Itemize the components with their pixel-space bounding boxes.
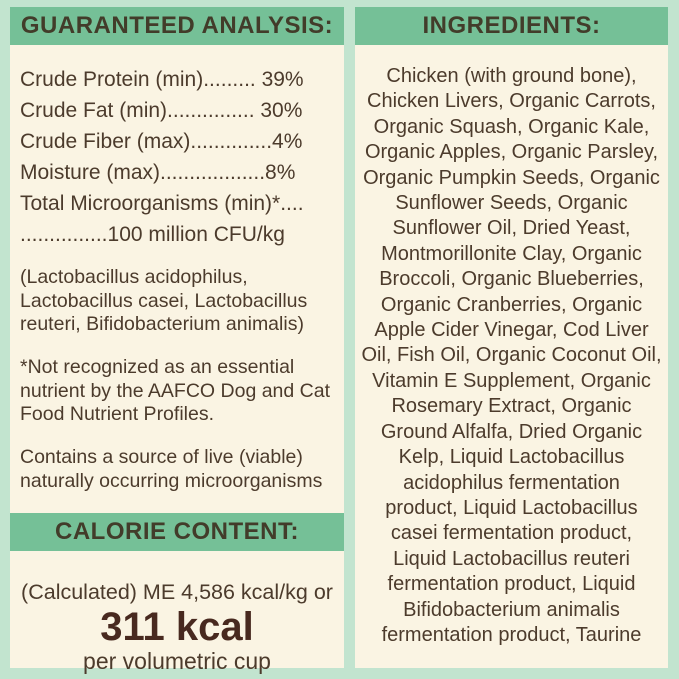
panel-guaranteed-analysis: GUARANTEED ANALYSIS: Crude Protein (min)…	[10, 7, 344, 674]
analysis-row-moisture: Moisture (max)..................8%	[20, 161, 296, 184]
live-microorganisms-note: Contains a source of live (viable) natur…	[20, 446, 323, 492]
calorie-kcal-per-kg: (Calculated) ME 4,586 kcal/kg or	[21, 579, 333, 604]
aafco-footnote: *Not recognized as an essential nutrient…	[20, 356, 331, 425]
calorie-content-header: CALORIE CONTENT:	[10, 512, 344, 551]
analysis-row-crude-fat: Crude Fat (min)............... 30%	[20, 99, 303, 122]
panel-ingredients: INGREDIENTS: Chicken (with ground bone),…	[355, 7, 668, 668]
analysis-row-crude-fiber: Crude Fiber (max)..............4%	[20, 130, 303, 153]
ingredients-text: Chicken (with ground bone), Chicken Live…	[361, 65, 662, 646]
analysis-row-total-microorganisms: Total Microorganisms (min)*....	[20, 192, 304, 215]
guaranteed-analysis-header: GUARANTEED ANALYSIS:	[10, 7, 344, 45]
analysis-table: Crude Protein (min)......... 39% Crude F…	[10, 64, 344, 250]
analysis-row-cfu-value: ...............100 million CFU/kg	[20, 223, 285, 246]
calorie-kcal-per-cup: 311 kcal	[100, 604, 254, 649]
microorganisms-species-note: (Lactobacillus acidophilus, Lactobacillu…	[20, 266, 308, 335]
analysis-row-crude-protein: Crude Protein (min)......... 39%	[20, 68, 304, 91]
ingredients-header: INGREDIENTS:	[355, 7, 668, 45]
calorie-cup-unit-label: per volumetric cup	[83, 647, 271, 674]
